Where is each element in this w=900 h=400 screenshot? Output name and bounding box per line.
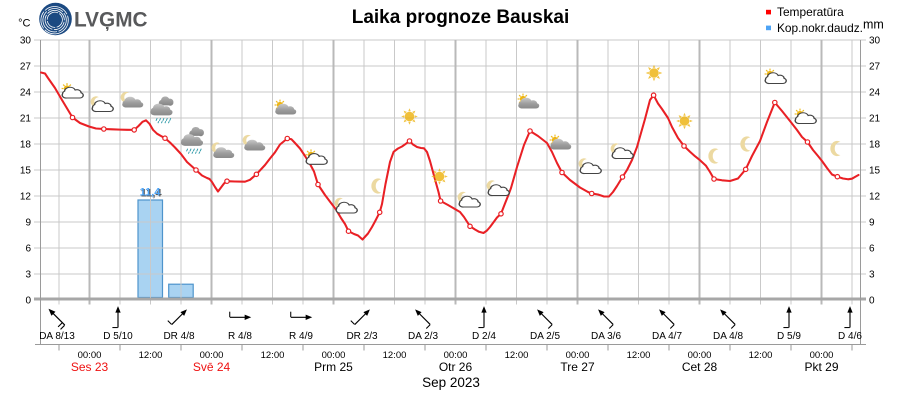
svg-text:3: 3 [25, 269, 31, 280]
svg-text:Prm 25: Prm 25 [314, 360, 353, 374]
svg-text:9: 9 [25, 217, 31, 228]
svg-text:Pkt 29: Pkt 29 [804, 360, 838, 374]
svg-text:12: 12 [869, 191, 881, 202]
svg-text:21: 21 [869, 113, 881, 124]
svg-text:DA 4/7: DA 4/7 [652, 331, 682, 342]
svg-text:D 5/10: D 5/10 [103, 331, 133, 342]
svg-text:R 4/9: R 4/9 [289, 331, 313, 342]
svg-text:00:00: 00:00 [688, 350, 712, 361]
svg-text:Cet 28: Cet 28 [682, 360, 718, 374]
svg-text:6: 6 [25, 243, 31, 254]
svg-text:3: 3 [869, 269, 875, 280]
svg-text:D 4/6: D 4/6 [838, 331, 862, 342]
svg-text:12:00: 12:00 [261, 350, 285, 361]
svg-text:0: 0 [869, 295, 875, 306]
svg-text:DA 4/8: DA 4/8 [713, 331, 743, 342]
svg-text:°C: °C [18, 18, 30, 30]
svg-text:00:00: 00:00 [200, 350, 224, 361]
svg-text:Sep 2023: Sep 2023 [422, 375, 480, 390]
svg-text:21: 21 [20, 113, 32, 124]
svg-text:00:00: 00:00 [444, 350, 468, 361]
svg-text:LVĢMC: LVĢMC [74, 9, 148, 32]
svg-text:DA 3/6: DA 3/6 [591, 331, 621, 342]
svg-text:18: 18 [20, 139, 32, 150]
svg-text:DR 4/8: DR 4/8 [163, 331, 195, 342]
svg-text:24: 24 [20, 87, 32, 98]
svg-text:Svē 24: Svē 24 [193, 360, 231, 374]
svg-text:15: 15 [869, 165, 881, 176]
svg-text:00:00: 00:00 [78, 350, 102, 361]
svg-text:15: 15 [20, 165, 32, 176]
svg-text:mm: mm [863, 18, 884, 32]
svg-text:11,4: 11,4 [140, 186, 162, 198]
svg-text:30: 30 [869, 35, 881, 46]
svg-text:Otr 26: Otr 26 [439, 360, 473, 374]
svg-text:0: 0 [25, 295, 31, 306]
svg-text:DA 2/3: DA 2/3 [408, 331, 438, 342]
svg-text:6: 6 [869, 243, 875, 254]
svg-text:24: 24 [869, 87, 881, 98]
svg-text:11,4: 11,4 [141, 188, 163, 200]
svg-text:12:00: 12:00 [505, 350, 529, 361]
svg-text:30: 30 [20, 35, 32, 46]
svg-text:00:00: 00:00 [810, 350, 834, 361]
svg-text:DR 2/3: DR 2/3 [346, 331, 378, 342]
svg-text:Tre 27: Tre 27 [560, 360, 595, 374]
svg-text:Temperatūra: Temperatūra [777, 5, 844, 19]
svg-text:Kop.nokr.daudz.: Kop.nokr.daudz. [777, 21, 863, 35]
svg-text:12:00: 12:00 [749, 350, 773, 361]
svg-text:27: 27 [869, 61, 881, 72]
svg-text:DA 2/5: DA 2/5 [530, 331, 560, 342]
svg-text:00:00: 00:00 [322, 350, 346, 361]
svg-text:12:00: 12:00 [139, 350, 163, 361]
svg-text:18: 18 [869, 139, 881, 150]
svg-text:DA 8/13: DA 8/13 [39, 331, 75, 342]
svg-text:12: 12 [20, 191, 32, 202]
svg-text:27: 27 [20, 61, 32, 72]
svg-text:R 4/8: R 4/8 [228, 331, 252, 342]
svg-text:00:00: 00:00 [566, 350, 590, 361]
svg-text:D 5/9: D 5/9 [777, 331, 801, 342]
svg-text:Ses 23: Ses 23 [71, 360, 109, 374]
svg-text:9: 9 [869, 217, 875, 228]
svg-text:12:00: 12:00 [383, 350, 407, 361]
svg-text:Laika prognoze Bauskai: Laika prognoze Bauskai [352, 7, 570, 28]
svg-text:D 2/4: D 2/4 [472, 331, 496, 342]
svg-text:12:00: 12:00 [627, 350, 651, 361]
